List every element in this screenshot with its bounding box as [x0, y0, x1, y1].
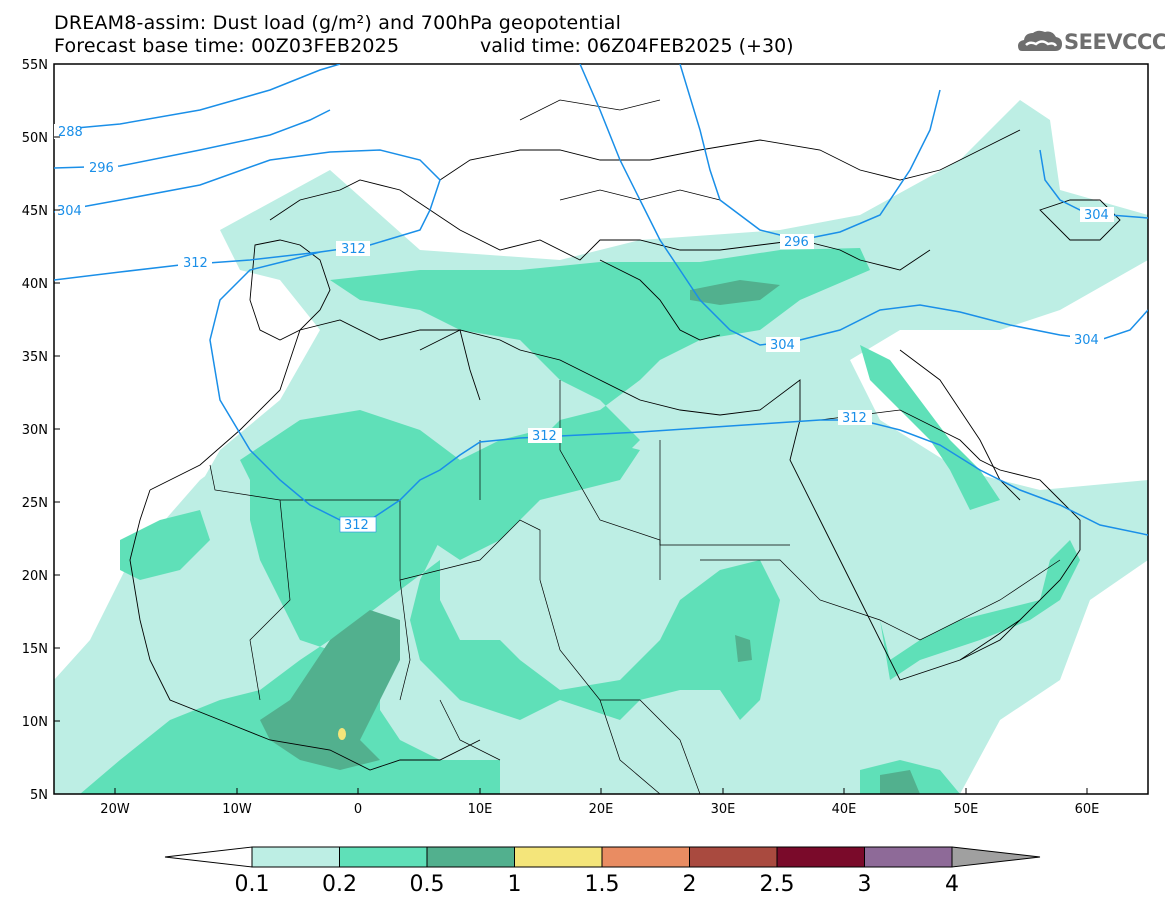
- lon-label: 60E: [1075, 802, 1100, 817]
- lon-label: 10W: [222, 802, 252, 817]
- colorbar-cell: [601, 846, 690, 868]
- colorbar-label: 4: [945, 872, 959, 897]
- contour-label-312: 312: [532, 429, 557, 444]
- forecast-base-time: Forecast base time: 00Z03FEB2025: [54, 35, 400, 57]
- contour-label-304: 304: [770, 338, 795, 353]
- colorbar-label: 1: [507, 872, 522, 897]
- contour-label-304: 304: [1084, 208, 1109, 223]
- lon-label: 30E: [711, 802, 736, 817]
- logo-text: SEEVCCC: [1064, 30, 1165, 54]
- contour-label-288: 288: [58, 125, 83, 140]
- lon-label: 20W: [100, 802, 130, 817]
- valid-time: valid time: 06Z04FEB2025 (+30): [480, 35, 794, 57]
- contour-labels: 288 296 304 312 312 312 312 312 296 304 …: [54, 124, 1114, 533]
- colorbar-left-arrow: [164, 846, 253, 868]
- colorbar-cell: [776, 846, 865, 868]
- colorbar-label: 0.5: [409, 872, 445, 897]
- dust-load-field: [54, 100, 1148, 794]
- lat-label: 25N: [22, 496, 48, 511]
- latitude-labels: 55N 50N 45N 40N 35N 30N 25N 20N 15N 10N …: [22, 58, 48, 803]
- lat-label: 50N: [22, 131, 48, 146]
- colorbar-label: 2: [682, 872, 697, 897]
- contour-label-296: 296: [89, 161, 114, 176]
- contour-label-312: 312: [344, 518, 369, 533]
- colorbar-cell: [864, 846, 953, 868]
- lat-label: 15N: [22, 642, 48, 657]
- contour-label-304: 304: [1074, 333, 1099, 348]
- axis-ticks: [54, 63, 1088, 794]
- lon-label: 0: [354, 802, 362, 817]
- lat-label: 20N: [22, 569, 48, 584]
- colorbar-label: 2.5: [759, 872, 795, 897]
- lat-label: 55N: [22, 58, 48, 73]
- contour-label-312: 312: [341, 242, 366, 257]
- lat-label: 35N: [22, 350, 48, 365]
- colorbar-label: 0.1: [234, 872, 270, 897]
- colorbar-label: 3: [857, 872, 872, 897]
- lon-label: 20E: [589, 802, 614, 817]
- lat-label: 5N: [30, 788, 48, 803]
- colorbar-cell: [426, 846, 515, 868]
- geopotential-contours: [54, 64, 1148, 536]
- lat-label: 10N: [22, 715, 48, 730]
- lat-label: 40N: [22, 277, 48, 292]
- colorbar-cell: [514, 846, 603, 868]
- map-title: DREAM8-assim: Dust load (g/m²) and 700hP…: [54, 12, 622, 34]
- contour-label-312: 312: [842, 411, 867, 426]
- contour-label-312: 312: [183, 256, 208, 271]
- cloud-logo-icon: [1018, 30, 1062, 51]
- lat-label: 30N: [22, 423, 48, 438]
- contour-label-304: 304: [57, 204, 82, 219]
- colorbar-cell: [251, 846, 340, 868]
- dust-level-0.5: [260, 280, 920, 794]
- colorbar-cell: [339, 846, 428, 868]
- colorbar-right-arrow: [951, 846, 1041, 868]
- dust-map: 288 296 304 312 312 312 312 312 296 304 …: [22, 58, 1149, 817]
- lon-label: 40E: [832, 802, 857, 817]
- longitude-labels: 20W 10W 0 10E 20E 30E 40E 50E 60E: [100, 802, 1099, 817]
- contour-label-296: 296: [784, 235, 809, 250]
- colorbar-cells: [251, 846, 953, 868]
- colorbar-label: 0.2: [322, 872, 357, 897]
- colorbar-label: 1.5: [584, 872, 620, 897]
- lat-label: 45N: [22, 204, 48, 219]
- dust-level-1: [338, 728, 346, 740]
- coastlines: [129, 129, 1121, 771]
- lon-label: 50E: [954, 802, 979, 817]
- colorbar-cell: [689, 846, 778, 868]
- lon-label: 10E: [468, 802, 493, 817]
